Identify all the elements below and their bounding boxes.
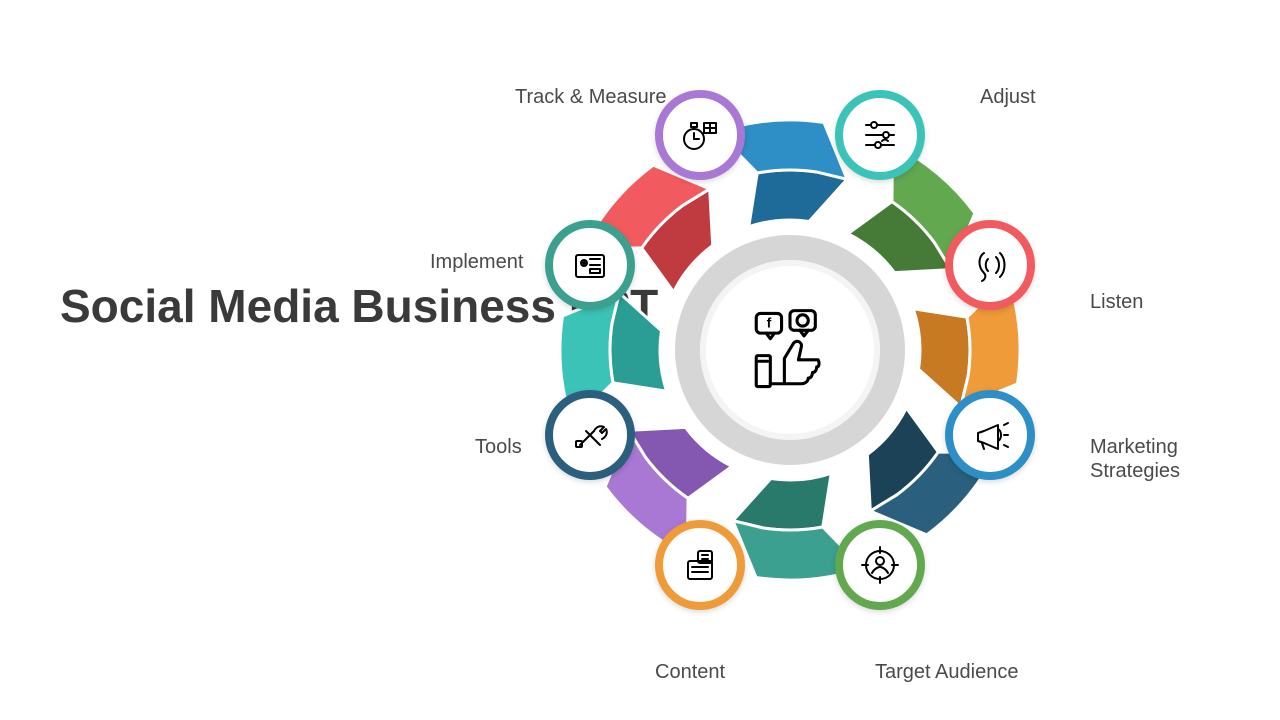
circular-diagram: f AdjustListenMarketing StrategiesTarget… xyxy=(480,40,1100,660)
sliders-icon xyxy=(860,115,900,155)
segment-label-adjust: Adjust xyxy=(980,85,1036,109)
megaphone-icon xyxy=(970,415,1010,455)
center-ring: f xyxy=(675,235,905,465)
target-user-icon xyxy=(860,545,900,585)
document-icon xyxy=(680,545,720,585)
tools-icon xyxy=(570,415,610,455)
segment-circle-implement xyxy=(545,220,635,310)
segment-circle-tools xyxy=(545,390,635,480)
blueprint-icon xyxy=(570,245,610,285)
segment-label-marketing: Marketing Strategies xyxy=(1090,435,1180,483)
center-circle: f xyxy=(700,260,880,440)
segment-circle-content xyxy=(655,520,745,610)
svg-text:f: f xyxy=(767,315,772,331)
segment-circle-track xyxy=(655,90,745,180)
segment-circle-adjust xyxy=(835,90,925,180)
segment-label-tools: Tools xyxy=(475,435,522,459)
segment-circle-marketing xyxy=(945,390,1035,480)
segment-label-listen: Listen xyxy=(1090,290,1143,314)
segment-circle-listen xyxy=(945,220,1035,310)
thumbs-up-social-icon: f xyxy=(745,305,835,395)
segment-label-implement: Implement xyxy=(430,250,523,274)
segment-circle-target xyxy=(835,520,925,610)
segment-label-track: Track & Measure xyxy=(515,85,667,109)
ear-icon xyxy=(970,245,1010,285)
segment-label-target: Target Audience xyxy=(875,660,1018,684)
stopwatch-icon xyxy=(680,115,720,155)
segment-label-content: Content xyxy=(655,660,725,684)
